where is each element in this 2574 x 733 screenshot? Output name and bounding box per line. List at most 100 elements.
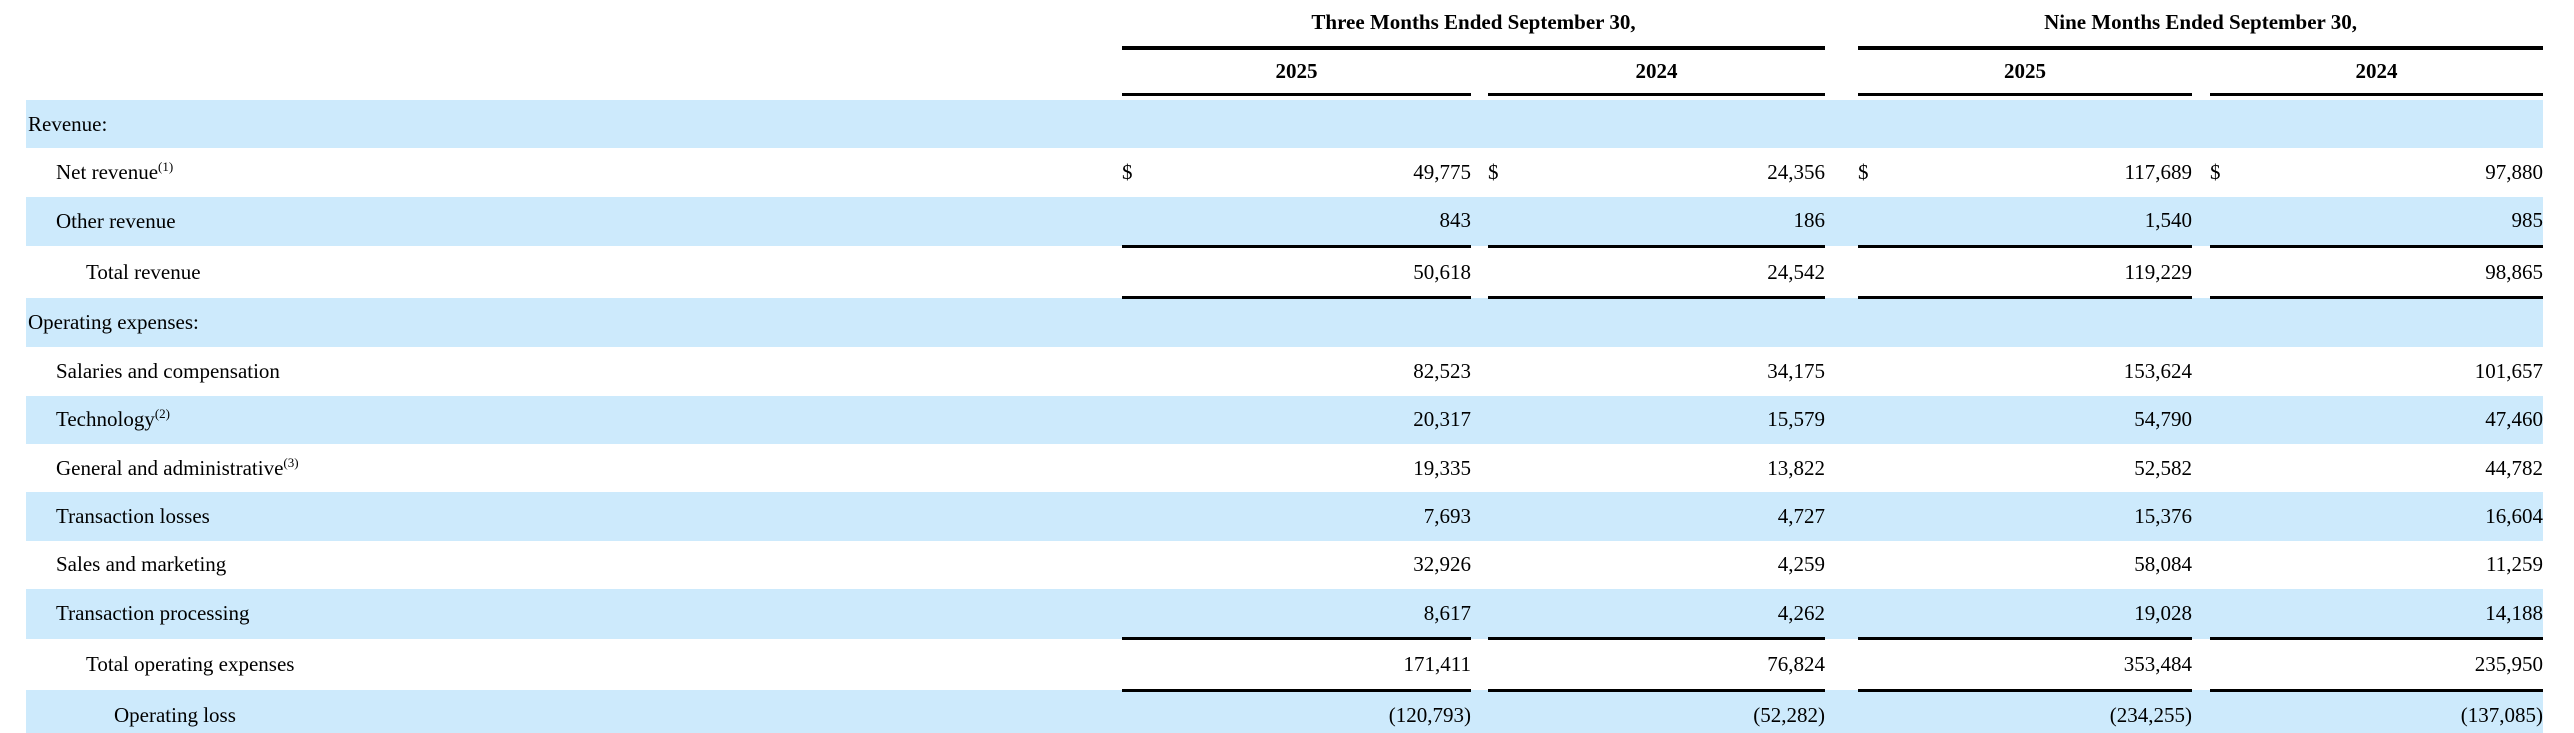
year-header-3mo-2025: 2025 xyxy=(1122,48,1471,96)
value-cell: (52,282) xyxy=(1518,690,1826,733)
period-group-title-three-months: Three Months Ended September 30, xyxy=(1122,0,1826,50)
currency-cell xyxy=(1858,196,1889,248)
column-gap xyxy=(2192,347,2210,395)
column-gap xyxy=(1471,100,1488,149)
row-label: Net revenue(1) xyxy=(56,158,174,184)
value-cell: 50,618 xyxy=(1152,246,1471,300)
column-gap xyxy=(1471,347,1488,395)
currency-cell xyxy=(2210,444,2240,492)
value-cell: 20,317 xyxy=(1152,395,1471,445)
row-label: Other revenue xyxy=(26,196,1122,247)
column-gap xyxy=(2192,196,2211,247)
value-cell: 4,262 xyxy=(1518,588,1826,641)
row-label: Transaction losses xyxy=(26,492,1122,541)
year-header-row: 2025 2024 2025 2024 xyxy=(26,48,2544,96)
currency-cell xyxy=(1858,690,1889,733)
currency-cell xyxy=(1122,395,1152,445)
group-gap xyxy=(1825,541,1858,589)
group-gap xyxy=(1825,395,1859,445)
column-gap xyxy=(2192,148,2210,196)
column-gap xyxy=(1471,690,1488,733)
header-spacer xyxy=(26,0,1122,48)
value-cell: 58,084 xyxy=(2134,552,2193,577)
column-gap xyxy=(2192,246,2210,297)
value-cell xyxy=(1518,297,1826,348)
currency-cell xyxy=(1858,588,1889,641)
currency-cell xyxy=(1858,541,1888,589)
group-gap xyxy=(1825,639,1858,690)
currency-cell xyxy=(2210,588,2241,641)
column-gap xyxy=(2192,541,2210,589)
currency-cell xyxy=(1858,297,1889,348)
value-cell: 34,175 xyxy=(1767,359,1826,384)
value-cell: 11,259 xyxy=(2486,552,2544,577)
column-gap xyxy=(1471,639,1488,690)
value-cell: 985 xyxy=(2240,196,2544,248)
column-gap xyxy=(2192,48,2210,95)
value-cell: 4,259 xyxy=(1777,552,1826,577)
value-cell: 4,727 xyxy=(1518,492,1826,541)
value-cell xyxy=(2240,100,2544,149)
table-row: Transaction processing 8,617 4,262 19,028 14… xyxy=(26,588,2544,641)
currency-cell: $ xyxy=(2210,159,2221,184)
row-label: Total operating expenses xyxy=(86,651,295,676)
table-row: Total operating expenses 171,411 76,824 353… xyxy=(26,638,2544,692)
group-gap xyxy=(1825,0,1858,48)
currency-cell xyxy=(1122,444,1152,492)
column-gap xyxy=(2192,395,2211,445)
group-gap xyxy=(1825,100,1859,149)
column-gap xyxy=(1471,297,1488,348)
group-gap xyxy=(1825,297,1859,348)
currency-cell xyxy=(1122,297,1152,348)
currency-cell xyxy=(1122,492,1152,541)
value-cell xyxy=(1152,100,1471,149)
currency-cell xyxy=(1122,100,1152,149)
currency-cell xyxy=(1488,347,1518,395)
column-gap xyxy=(1471,588,1488,639)
value-cell: 101,657 xyxy=(2474,359,2544,384)
currency-cell xyxy=(2210,492,2241,541)
value-cell: 47,460 xyxy=(2240,395,2544,445)
column-gap xyxy=(2192,639,2210,690)
header-spacer xyxy=(26,48,1122,95)
currency-cell xyxy=(2210,395,2241,445)
period-group-header-row: Three Months Ended September 30, Nine Mo… xyxy=(26,0,2544,50)
currency-cell xyxy=(1122,246,1152,300)
group-gap xyxy=(1825,148,1858,196)
value-cell xyxy=(1888,297,2193,348)
currency-cell xyxy=(1488,395,1518,445)
currency-cell xyxy=(2210,347,2240,395)
column-gap xyxy=(1471,444,1488,492)
currency-cell xyxy=(1488,100,1518,149)
group-gap xyxy=(1825,492,1859,541)
row-label: Salaries and compensation xyxy=(56,359,280,384)
column-gap xyxy=(2192,588,2211,639)
currency-cell xyxy=(1488,588,1518,641)
value-cell: 54,790 xyxy=(1888,395,2193,445)
currency-cell xyxy=(1858,246,1889,300)
table-body: Revenue: Net revenue(1) $49,775 $24,356 $117… xyxy=(26,100,2544,733)
currency-cell xyxy=(1122,690,1152,733)
row-label: Operating expenses: xyxy=(26,297,1122,348)
currency-cell xyxy=(2210,638,2241,692)
table-row: Operating loss (120,793) (52,282) (234,255)… xyxy=(26,690,2544,733)
group-gap xyxy=(1825,48,1858,95)
column-gap xyxy=(1471,395,1488,445)
currency-cell xyxy=(1858,347,1888,395)
value-cell: 8,617 xyxy=(1152,588,1471,641)
currency-cell xyxy=(1122,588,1152,641)
value-cell: 117,689 xyxy=(2124,159,2193,184)
footnote-ref: (3) xyxy=(283,454,299,470)
currency-cell xyxy=(2210,297,2241,348)
row-label: Technology(2) xyxy=(26,395,1122,445)
value-cell: 82,523 xyxy=(1413,359,1471,384)
group-gap xyxy=(1825,690,1859,733)
value-cell xyxy=(1518,100,1826,149)
value-cell: 171,411 xyxy=(1152,638,1471,692)
table-row: Revenue: xyxy=(26,100,2544,149)
currency-cell xyxy=(2210,541,2240,589)
value-cell: 76,824 xyxy=(1518,638,1826,692)
currency-cell xyxy=(1122,196,1152,248)
row-label: Revenue: xyxy=(26,100,1122,149)
table-row: Technology(2) 20,317 15,579 54,790 47,460 xyxy=(26,395,2544,445)
